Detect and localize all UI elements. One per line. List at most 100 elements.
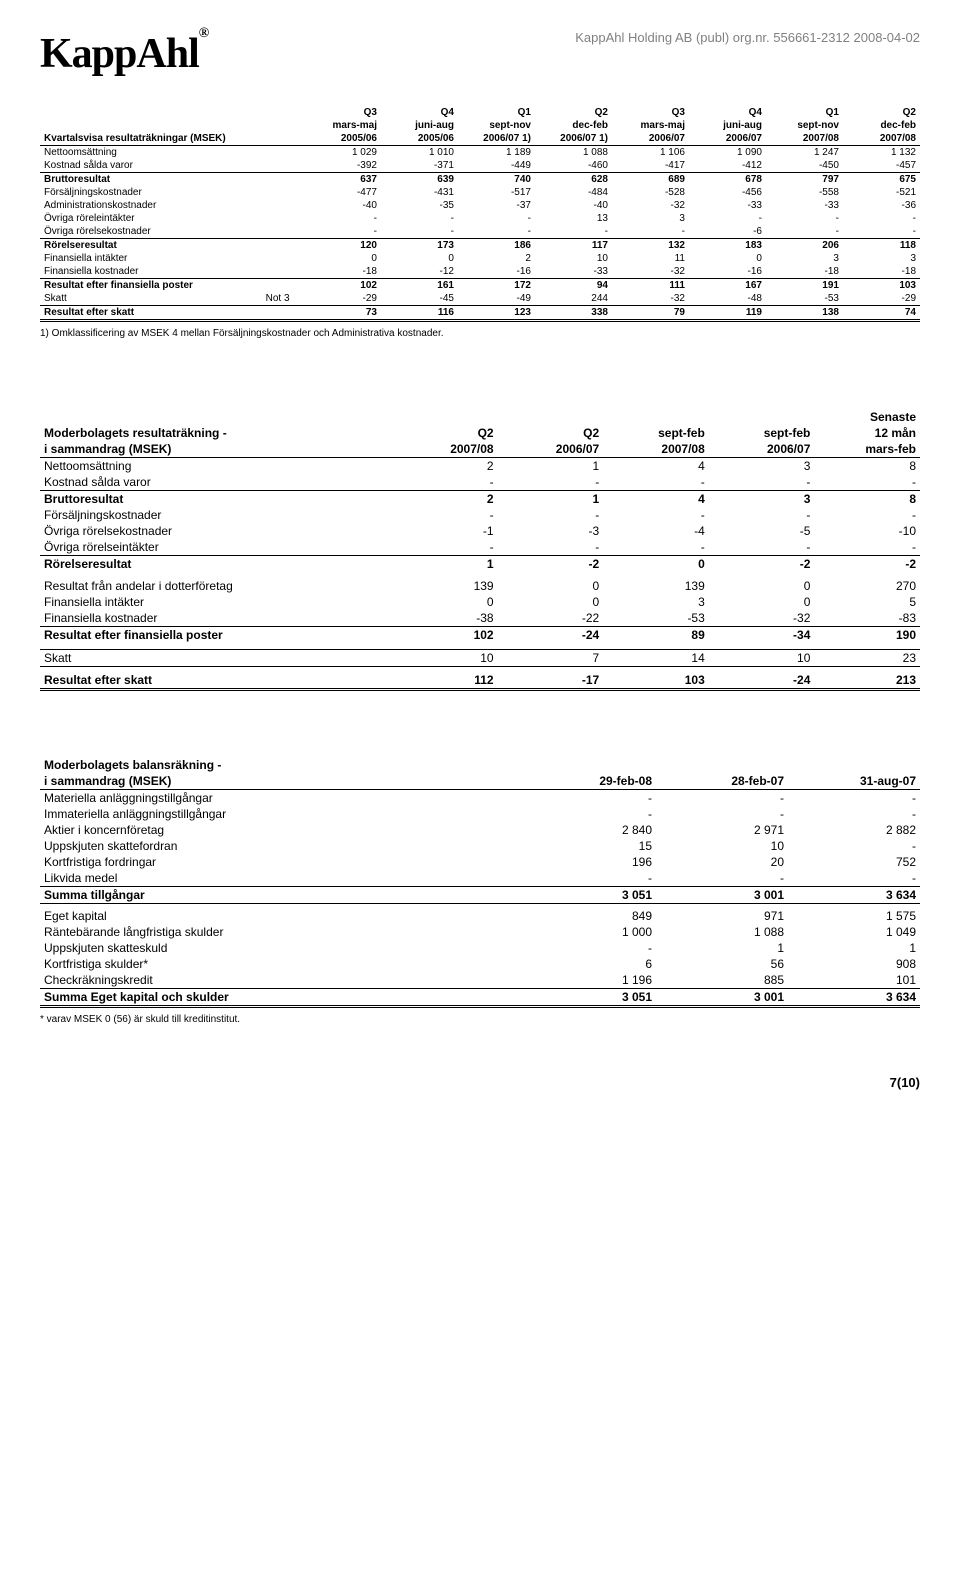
cell-value: -38 (392, 610, 498, 627)
row-label: Bruttoresultat (40, 173, 251, 187)
cell-value: 3 051 (524, 887, 656, 904)
cell-value: - (843, 212, 920, 225)
cell-value: 3 051 (524, 988, 656, 1006)
table-row: Kortfristiga skulder*656908 (40, 956, 920, 972)
cell-value: 73 (304, 306, 381, 321)
cell-value: 138 (766, 306, 843, 321)
cell-value: -528 (612, 186, 689, 199)
table1-header-cell: mars-maj (304, 119, 381, 132)
row-note (251, 306, 304, 321)
row-note (251, 173, 304, 187)
cell-value: 1 (498, 458, 604, 475)
table-row: Rörelseresultat1-20-2-2 (40, 556, 920, 573)
logo: KappAhl® (40, 30, 208, 78)
cell-value: -392 (304, 159, 381, 173)
table-row: Resultat efter finansiella poster102-248… (40, 627, 920, 644)
table2-header-cell (603, 409, 709, 425)
table-row: Skatt107141023 (40, 649, 920, 666)
row-label: Summa tillgångar (40, 887, 524, 904)
row-label: Uppskjuten skatteskuld (40, 940, 524, 956)
cell-value: -33 (766, 199, 843, 212)
row-label: Övriga röreleintäkter (40, 212, 251, 225)
table1-header-cell (40, 119, 251, 132)
cell-value: 3 (709, 491, 815, 508)
cell-value: -17 (498, 672, 604, 690)
table1-header-cell: juni-aug (381, 119, 458, 132)
cell-value: -35 (381, 199, 458, 212)
row-label: Finansiella kostnader (40, 610, 392, 627)
cell-value: - (535, 225, 612, 239)
cell-value: 102 (304, 279, 381, 293)
cell-value: - (498, 539, 604, 556)
cell-value: 2 (392, 458, 498, 475)
cell-value: 14 (603, 649, 709, 666)
cell-value: -16 (689, 265, 766, 279)
cell-value: -24 (498, 627, 604, 644)
cell-value: -521 (843, 186, 920, 199)
table3-header-cell: Moderbolagets balansräkning - (40, 757, 524, 773)
cell-value: 23 (814, 649, 920, 666)
table2-header-cell: Moderbolagets resultaträkning - (40, 425, 392, 441)
cell-value: 161 (381, 279, 458, 293)
table2-header-cell: i sammandrag (MSEK) (40, 441, 392, 458)
cell-value: 10 (392, 649, 498, 666)
cell-value: 3 634 (788, 988, 920, 1006)
row-note (251, 252, 304, 265)
table3-header-cell: i sammandrag (MSEK) (40, 773, 524, 790)
cell-value: -449 (458, 159, 535, 173)
table2-header-cell: 2006/07 (709, 441, 815, 458)
table-row: Finansiella kostnader-38-22-53-32-83 (40, 610, 920, 627)
cell-value: -431 (381, 186, 458, 199)
row-label: Kortfristiga fordringar (40, 854, 524, 870)
cell-value: 11 (612, 252, 689, 265)
table-row: Immateriella anläggningstillgångar--- (40, 806, 920, 822)
cell-value: - (524, 790, 656, 807)
cell-value: - (788, 838, 920, 854)
cell-value: 117 (535, 239, 612, 253)
cell-value: 971 (656, 908, 788, 924)
cell-value: 79 (612, 306, 689, 321)
row-label: Kostnad sålda varor (40, 474, 392, 491)
table2-header-cell: 2006/07 (498, 441, 604, 458)
table2-header-cell: mars-feb (814, 441, 920, 458)
table2-header-cell: sept-feb (709, 425, 815, 441)
cell-value: - (524, 806, 656, 822)
cell-value: 740 (458, 173, 535, 187)
cell-value: 167 (689, 279, 766, 293)
cell-value: 183 (689, 239, 766, 253)
table-row: Övriga röreleintäkter---133--- (40, 212, 920, 225)
cell-value: 116 (381, 306, 458, 321)
row-label: Resultat efter skatt (40, 672, 392, 690)
cell-value: 173 (381, 239, 458, 253)
cell-value: -18 (304, 265, 381, 279)
cell-value: 1 088 (535, 146, 612, 160)
row-note (251, 146, 304, 160)
row-note (251, 225, 304, 239)
cell-value: 102 (392, 627, 498, 644)
cell-value: - (381, 225, 458, 239)
cell-value: 0 (304, 252, 381, 265)
cell-value: 0 (392, 594, 498, 610)
cell-value: -32 (612, 292, 689, 306)
cell-value: 1 (656, 940, 788, 956)
cell-value: 10 (656, 838, 788, 854)
row-label: Uppskjuten skattefordran (40, 838, 524, 854)
table1-header-cell: 2006/07 (612, 132, 689, 146)
table-row: Resultat från andelar i dotterföretag139… (40, 578, 920, 594)
cell-value: 10 (709, 649, 815, 666)
cell-value: -32 (612, 265, 689, 279)
cell-value: - (656, 870, 788, 887)
cell-value: 139 (392, 578, 498, 594)
cell-value: - (498, 507, 604, 523)
cell-value: 689 (612, 173, 689, 187)
row-note (251, 279, 304, 293)
cell-value: 172 (458, 279, 535, 293)
cell-value: -40 (304, 199, 381, 212)
cell-value: 101 (788, 972, 920, 989)
cell-value: 0 (603, 556, 709, 573)
cell-value: -36 (843, 199, 920, 212)
row-label: Resultat från andelar i dotterföretag (40, 578, 392, 594)
table-row: Materiella anläggningstillgångar--- (40, 790, 920, 807)
cell-value: - (392, 507, 498, 523)
cell-value: 1 029 (304, 146, 381, 160)
